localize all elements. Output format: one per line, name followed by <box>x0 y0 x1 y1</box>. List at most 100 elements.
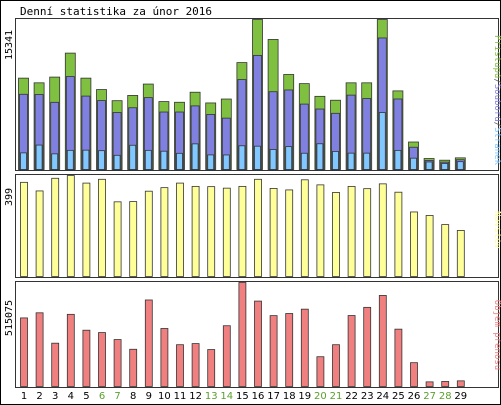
bar-navstev-19 <box>300 179 309 277</box>
bar-stranek-24 <box>378 112 386 170</box>
bar-navstev-14 <box>222 187 231 277</box>
x-axis-labels: 1 2 3 4 5 6 7 8 9 10 11 12 13 14 15 16 17 18 19 20 21 22 23 24 2… <box>21 391 467 402</box>
bar-navstev-17 <box>269 188 278 277</box>
series-navstev <box>20 175 465 277</box>
bar-stranek-15 <box>238 145 246 170</box>
panel-frame <box>15 174 499 278</box>
bar-navstev-23 <box>363 188 372 277</box>
bar-stranek-16 <box>254 145 261 170</box>
bar-stranek-11 <box>176 152 183 170</box>
panel-traffic: 515075 Objem přenosu <box>4 281 501 388</box>
x-tick-label: 18 <box>283 391 296 402</box>
bar-prenos-17 <box>269 315 278 387</box>
bar-prenos-3 <box>51 342 60 387</box>
x-tick-label: 6 <box>99 391 105 402</box>
x-tick-label: 24 <box>376 391 389 402</box>
bar-prenos-13 <box>207 349 216 387</box>
bar-navstev-16 <box>254 178 262 277</box>
bar-prenos-2 <box>35 312 44 387</box>
bar-prenos-29 <box>456 380 465 387</box>
bar-stranek-20 <box>316 143 324 170</box>
bar-prenos-23 <box>363 306 372 387</box>
y-max-label: 399 <box>4 188 15 206</box>
bar-prenos-15 <box>238 282 247 387</box>
bar-prenos-6 <box>98 332 106 387</box>
x-tick-label: 9 <box>146 391 152 402</box>
bar-stranek-29 <box>456 161 464 170</box>
panel-visits: 399 Návštěv <box>4 174 501 278</box>
x-tick-label: 17 <box>267 391 280 402</box>
x-tick-label: 28 <box>439 391 452 402</box>
bar-stranek-12 <box>191 143 199 170</box>
bar-navstev-13 <box>207 186 216 277</box>
bar-navstev-25 <box>394 191 403 277</box>
bar-stranek-19 <box>300 152 308 170</box>
x-tick-label: 23 <box>361 391 374 402</box>
bar-prenos-16 <box>254 300 262 387</box>
bar-stranek-1 <box>20 152 27 170</box>
bar-navstev-7 <box>113 201 122 277</box>
bar-stranek-13 <box>207 154 215 170</box>
bar-prenos-7 <box>113 339 122 387</box>
bar-stranek-10 <box>160 150 168 170</box>
legend-item-pristupu: Přístupů <box>492 35 501 78</box>
bar-navstev-15 <box>238 185 247 277</box>
legend: Návštěv <box>492 211 501 249</box>
bar-navstev-26 <box>410 211 418 277</box>
bar-stranek-25 <box>394 149 402 170</box>
bar-prenos-8 <box>129 348 138 387</box>
bar-navstev-21 <box>332 192 340 277</box>
series-prenos <box>20 282 465 387</box>
bar-stranek-18 <box>285 146 293 170</box>
legend-separator: / <box>492 78 501 83</box>
x-tick-label: 26 <box>408 391 421 402</box>
bar-navstev-5 <box>82 182 91 277</box>
legend-text: Objem přenosu <box>492 300 501 370</box>
bar-stranek-21 <box>332 151 339 170</box>
bar-prenos-4 <box>66 313 75 387</box>
bar-navstev-2 <box>35 190 44 277</box>
x-tick-label: 5 <box>83 391 89 402</box>
bar-prenos-25 <box>394 328 403 387</box>
bar-prenos-10 <box>160 328 169 387</box>
bar-prenos-5 <box>82 329 91 387</box>
x-tick-label: 8 <box>130 391 136 402</box>
bar-stranek-7 <box>113 154 121 170</box>
bar-stranek-4 <box>66 149 74 170</box>
bar-navstev-29 <box>456 230 465 277</box>
bar-prenos-27 <box>425 381 434 387</box>
bar-stranek-28 <box>441 163 449 170</box>
bar-stranek-22 <box>347 152 355 170</box>
bar-stranek-26 <box>410 157 417 170</box>
bar-prenos-28 <box>441 381 450 387</box>
bar-navstev-1 <box>20 181 28 277</box>
bar-stranek-5 <box>82 149 90 170</box>
bar-navstev-11 <box>176 182 184 277</box>
bar-prenos-9 <box>144 299 153 387</box>
legend-item-souboru: Souborů <box>492 84 501 122</box>
panel-frame <box>15 281 499 388</box>
x-tick-label: 21 <box>330 391 343 402</box>
bar-stranek-9 <box>144 149 152 170</box>
bar-prenos-11 <box>176 344 184 387</box>
bar-navstev-8 <box>129 201 138 277</box>
bar-navstev-18 <box>285 189 294 277</box>
bar-prenos-14 <box>222 325 231 387</box>
x-tick-label: 25 <box>392 391 405 402</box>
x-tick-label: 27 <box>423 391 436 402</box>
legend: Objem přenosu <box>492 300 501 370</box>
y-max-label: 15341 <box>4 30 15 60</box>
bar-navstev-6 <box>98 178 106 277</box>
bar-navstev-24 <box>378 183 387 277</box>
bar-navstev-9 <box>144 190 153 277</box>
bar-navstev-4 <box>66 175 75 277</box>
x-tick-label: 4 <box>68 391 74 402</box>
bar-stranek-2 <box>35 144 43 170</box>
legend: Přístupů/Souborů/Stránek <box>492 35 501 166</box>
x-tick-label: 15 <box>236 391 249 402</box>
legend-item-prenos: Objem přenosu <box>492 300 501 370</box>
legend-text: Návštěv <box>492 211 501 249</box>
panel-hits: 15341 Přístupů/Souborů/Stránek <box>4 18 501 171</box>
